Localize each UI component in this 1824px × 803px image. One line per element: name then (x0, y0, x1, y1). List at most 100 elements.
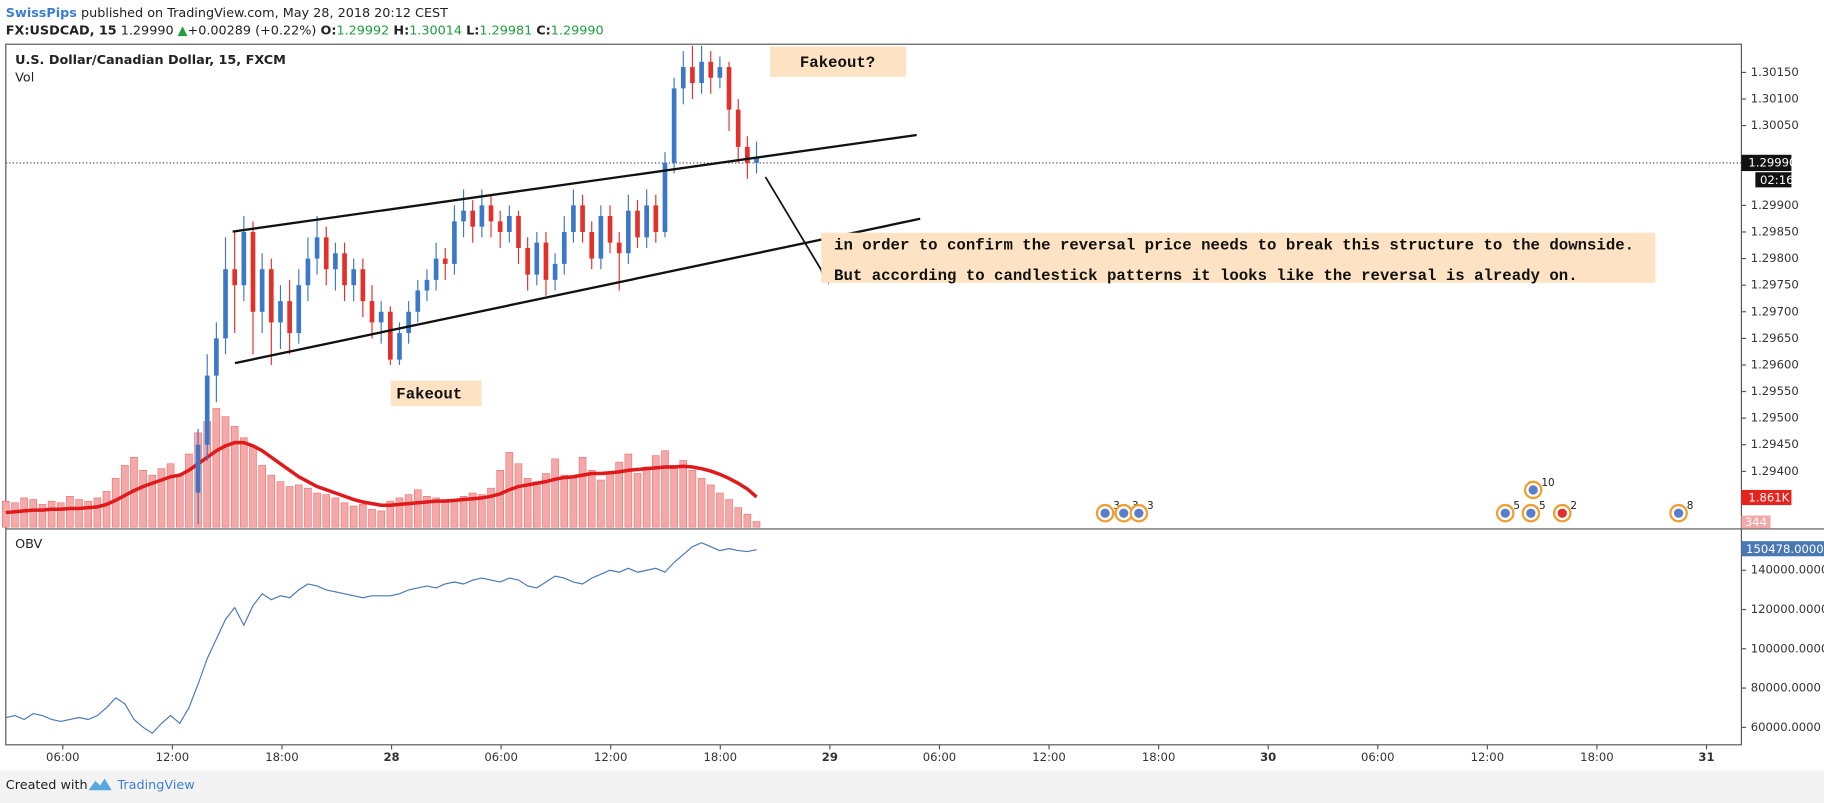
candle-body (305, 258, 311, 286)
y-tick-label: 80000.0000 (1751, 681, 1821, 695)
x-tick-label: 18:00 (265, 750, 299, 764)
countdown-box (1755, 172, 1792, 188)
candle-body (616, 242, 622, 254)
candle-body (223, 269, 228, 339)
footer-brand[interactable]: TradingView (116, 778, 194, 793)
volume-bar (597, 479, 605, 528)
volume-bar (587, 469, 596, 528)
y-tick-label: 1.29900 (1751, 198, 1799, 212)
countdown-label: 02:16 (1760, 173, 1794, 187)
y-tick-label: 1.29650 (1751, 331, 1799, 345)
candle-body (351, 269, 357, 286)
volume-bar (404, 494, 413, 528)
h-value: 1.30014 (409, 23, 462, 38)
candle-body (314, 237, 320, 259)
volume-bar (688, 469, 697, 528)
vol-ma-box (1741, 489, 1792, 506)
last-price-label: 1.29990 (1748, 155, 1796, 169)
volume-bar (331, 497, 340, 528)
candle-body (250, 231, 256, 312)
volume-bar (706, 484, 715, 528)
x-tick-label: 12:00 (1471, 750, 1505, 764)
note-box (821, 232, 1656, 283)
candle-body (690, 67, 695, 84)
candle-body (461, 210, 466, 222)
x-tick-label: 06:00 (46, 750, 80, 764)
x-tick-label: 18:00 (1580, 750, 1614, 764)
x-tick-label: 06:00 (1361, 750, 1395, 764)
event-flag (1557, 508, 1567, 518)
candle-body (516, 216, 521, 248)
candle-body (479, 205, 485, 227)
candle-body (680, 67, 686, 89)
x-tick-label: 18:00 (704, 750, 738, 764)
volume-bar (84, 500, 92, 528)
obv-legend: OBV (15, 537, 42, 552)
last-price: 1.29990 (121, 23, 174, 38)
x-tick-label: 12:00 (156, 750, 190, 764)
tv-logo (88, 778, 112, 791)
volume-bar (752, 521, 761, 528)
candle-body (653, 205, 659, 232)
volume-bar (377, 510, 385, 528)
volume-bar (185, 453, 193, 528)
candle-body (360, 269, 366, 302)
candle-body (369, 301, 375, 323)
candle-body (671, 88, 677, 163)
volume-bar (66, 495, 74, 528)
volume-bar (166, 463, 175, 528)
y-tick-label: 1.30100 (1751, 92, 1799, 106)
vol-box (1741, 515, 1771, 529)
y-tick-label: 1.30050 (1751, 118, 1799, 132)
volume-bar (624, 453, 633, 528)
candle-body (433, 258, 439, 280)
volume-bar (725, 499, 733, 528)
h-label: H: (393, 23, 409, 38)
volume-bar (661, 450, 669, 528)
candle-body (534, 242, 540, 275)
o-label: O: (320, 23, 336, 38)
candle-body (397, 333, 402, 360)
candle-body (387, 311, 393, 360)
obv-box (1741, 541, 1824, 557)
event-count: 10 (1541, 477, 1554, 489)
candle-body (342, 253, 347, 286)
candle-body (644, 205, 649, 238)
candle-body (726, 67, 732, 110)
candle-body (333, 253, 338, 270)
volume-bar (642, 466, 651, 528)
volume-bar (139, 469, 147, 528)
volume-bar (734, 507, 742, 528)
volume-bar (487, 487, 495, 528)
header-line-2: FX:USDCAD, 15 1.29990 ▲+0.00289 (+0.22%)… (6, 23, 604, 38)
l-label: L: (466, 23, 479, 38)
candle-body (754, 157, 759, 163)
candle-body (598, 216, 604, 259)
volume-legend: Vol (15, 70, 34, 85)
volume-bar (340, 502, 349, 528)
volume-bar (240, 437, 248, 528)
event-count: 3 (1147, 500, 1154, 512)
volume-bar (276, 481, 285, 528)
candle-body (635, 210, 640, 238)
candle-body (424, 279, 430, 291)
x-tick-label: 29 (822, 750, 838, 764)
y-tick-label: 1.29500 (1751, 411, 1799, 425)
candle-body (708, 61, 714, 78)
candle-body (497, 221, 503, 232)
change: +0.00289 (+0.22%) (188, 23, 317, 38)
event-count: 5 (1539, 500, 1546, 512)
event-count: 3 (1113, 500, 1120, 512)
candle-body (195, 444, 201, 493)
candle-body (699, 61, 704, 84)
candle-body (406, 311, 411, 334)
volume-bar (615, 461, 623, 528)
header-line-1: SwissPips published on TradingView.com, … (6, 5, 448, 20)
candle-body (278, 301, 283, 323)
y-tick-label: 1.29400 (1751, 464, 1799, 478)
x-tick-label: 18:00 (1142, 750, 1176, 764)
volume-bar (267, 474, 276, 528)
x-tick-label: 12:00 (594, 750, 628, 764)
